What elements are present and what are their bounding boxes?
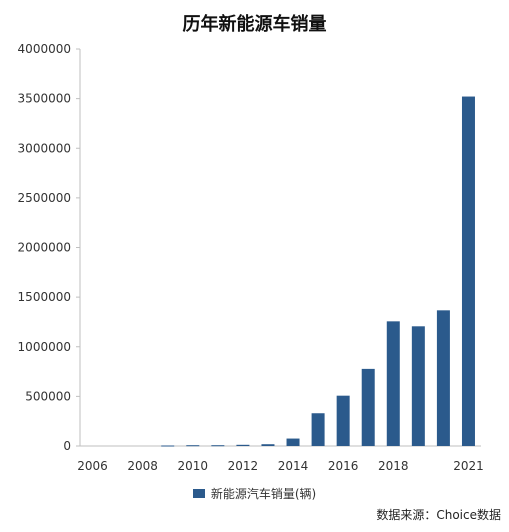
bar — [411, 326, 425, 446]
bar — [336, 395, 350, 446]
bar — [261, 444, 275, 446]
x-axis: 2006 2008 2010 2012 2014 2016 2018 2021 — [77, 445, 484, 473]
y-tick-label: 3000000 — [18, 141, 71, 155]
bar — [311, 413, 325, 446]
x-tick-label: 2014 — [278, 459, 309, 473]
legend: 新能源汽车销量(辆) — [0, 485, 509, 502]
legend-swatch — [192, 489, 205, 498]
x-tick-label: 2016 — [328, 459, 359, 473]
bar — [286, 438, 300, 446]
y-tick-label: 1000000 — [18, 340, 71, 354]
bar — [161, 445, 175, 447]
y-axis: 0 500000 1000000 1500000 2000000 2500000 30000… — [18, 42, 81, 453]
y-tick-label: 2500000 — [18, 191, 71, 205]
bar — [386, 321, 400, 446]
x-tick-label: 2012 — [228, 459, 259, 473]
x-tick-label: 2008 — [127, 459, 158, 473]
source-note: 数据来源：Choice数据 — [376, 508, 501, 522]
chart-title: 历年新能源车销量 — [182, 14, 327, 35]
bar — [211, 445, 225, 447]
y-tick-label: 500000 — [25, 389, 71, 403]
y-tick-label: 0 — [63, 439, 71, 453]
bar — [236, 444, 250, 446]
legend-label: 新能源汽车销量(辆) — [210, 487, 317, 501]
y-tick-label: 1500000 — [18, 290, 71, 304]
bar — [361, 368, 375, 446]
x-tick-label: 2018 — [378, 459, 409, 473]
y-tick-label: 3500000 — [18, 92, 71, 106]
bar-series — [161, 96, 475, 447]
bar — [436, 310, 450, 446]
bar — [186, 445, 200, 447]
x-tick-label: 2006 — [77, 459, 108, 473]
y-tick-label: 4000000 — [18, 42, 71, 56]
x-tick-label: 2021 — [453, 459, 484, 473]
y-tick-label: 2000000 — [18, 241, 71, 255]
x-tick-label: 2010 — [178, 459, 209, 473]
bar — [461, 96, 475, 447]
